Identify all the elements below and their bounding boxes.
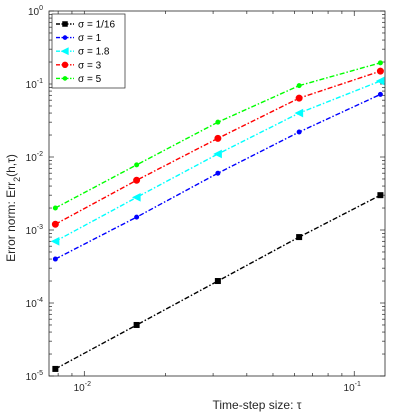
legend-entry: σ = 3 bbox=[56, 60, 102, 71]
series-group bbox=[50, 60, 385, 372]
y-tick-label-base: 10 bbox=[26, 226, 38, 237]
data-point bbox=[52, 205, 58, 211]
y-tick-label: 10-5 bbox=[26, 370, 43, 383]
y-tick-label: 10-2 bbox=[26, 151, 43, 164]
data-point bbox=[215, 119, 221, 125]
data-point bbox=[296, 129, 302, 135]
y-tick-label-exp: -3 bbox=[37, 224, 43, 231]
data-point bbox=[296, 83, 302, 89]
y-tick-label: 10-3 bbox=[26, 224, 43, 237]
data-point bbox=[214, 134, 222, 142]
series-line bbox=[55, 80, 381, 242]
legend-swatch-marker bbox=[61, 61, 69, 69]
y-tick-label-exp: -1 bbox=[37, 78, 43, 85]
x-tick-label-base: 10 bbox=[344, 383, 356, 394]
legend-entry: σ = 1 bbox=[56, 33, 102, 44]
data-point bbox=[377, 60, 383, 66]
data-point bbox=[376, 67, 384, 75]
legend-label: σ = 1 bbox=[78, 33, 102, 44]
data-point bbox=[375, 76, 385, 86]
y-tick-label-exp: 0 bbox=[39, 5, 43, 12]
legend-label: σ = 1.8 bbox=[78, 47, 110, 58]
data-point bbox=[52, 365, 59, 372]
data-point bbox=[214, 278, 221, 285]
y-tick-label-base: 10 bbox=[26, 80, 38, 91]
legend-swatch-marker bbox=[62, 35, 68, 40]
y-tick-label-base: 10 bbox=[28, 7, 40, 18]
legend-label: σ = 1/16 bbox=[78, 20, 115, 31]
x-tick-label: 10-1 bbox=[344, 381, 361, 394]
legend-swatch-marker bbox=[62, 21, 68, 27]
x-axis-label: Time-step size: τ bbox=[213, 398, 302, 412]
series-line bbox=[55, 194, 381, 370]
legend: σ = 1/16 σ = 1 σ = 1.8 σ = 3 σ = 5 bbox=[51, 13, 126, 89]
legend-swatch-marker bbox=[62, 76, 68, 81]
data-point bbox=[133, 176, 141, 184]
data-point bbox=[377, 192, 384, 199]
series-2 bbox=[52, 91, 383, 262]
data-point bbox=[52, 256, 58, 262]
legend-label: σ = 5 bbox=[78, 74, 102, 85]
series-4 bbox=[51, 67, 384, 228]
series-5 bbox=[52, 60, 383, 211]
y-axis-label-subscript: 2 bbox=[12, 177, 22, 182]
data-point bbox=[134, 214, 140, 220]
y-tick-label: 10-4 bbox=[26, 297, 43, 310]
data-point bbox=[51, 220, 59, 228]
x-tick-label: 10-2 bbox=[74, 381, 91, 394]
y-tick-label-base: 10 bbox=[26, 153, 38, 164]
data-point bbox=[133, 321, 140, 328]
series-line bbox=[55, 93, 381, 260]
y-tick-label-exp: -4 bbox=[37, 297, 43, 304]
data-point bbox=[50, 236, 60, 246]
legend-entry: σ = 1/16 bbox=[56, 20, 115, 31]
y-tick-label-exp: -2 bbox=[37, 151, 43, 158]
y-tick-label-exp: -5 bbox=[37, 370, 43, 377]
legend-entry: σ = 5 bbox=[56, 74, 102, 85]
x-tick-label-base: 10 bbox=[74, 383, 86, 394]
series-line bbox=[55, 62, 381, 209]
data-point bbox=[294, 108, 304, 118]
y-tick-label: 100 bbox=[28, 5, 43, 18]
legend-swatch-marker bbox=[60, 47, 69, 56]
data-point bbox=[295, 94, 303, 102]
y-tick-label: 10-1 bbox=[26, 78, 43, 91]
x-tick-label-exp: -2 bbox=[85, 381, 91, 388]
y-axis-label-main: Error norm: Err bbox=[4, 182, 18, 262]
data-point bbox=[215, 170, 221, 176]
y-axis-label: Error norm: Err2(h,τ) bbox=[4, 154, 22, 262]
series-1 bbox=[52, 192, 384, 372]
data-point bbox=[134, 162, 140, 168]
y-axis-label-tail: (h,τ) bbox=[4, 154, 18, 177]
data-point bbox=[296, 234, 303, 241]
series-3 bbox=[50, 76, 385, 246]
data-point bbox=[377, 91, 383, 97]
y-tick-label-base: 10 bbox=[26, 372, 38, 383]
legend-entry: σ = 1.8 bbox=[56, 47, 110, 58]
data-point bbox=[213, 149, 222, 159]
y-tick-label-base: 10 bbox=[26, 299, 38, 310]
legend-label: σ = 3 bbox=[78, 60, 102, 71]
x-tick-label-exp: -1 bbox=[355, 381, 361, 388]
data-point bbox=[132, 193, 141, 202]
